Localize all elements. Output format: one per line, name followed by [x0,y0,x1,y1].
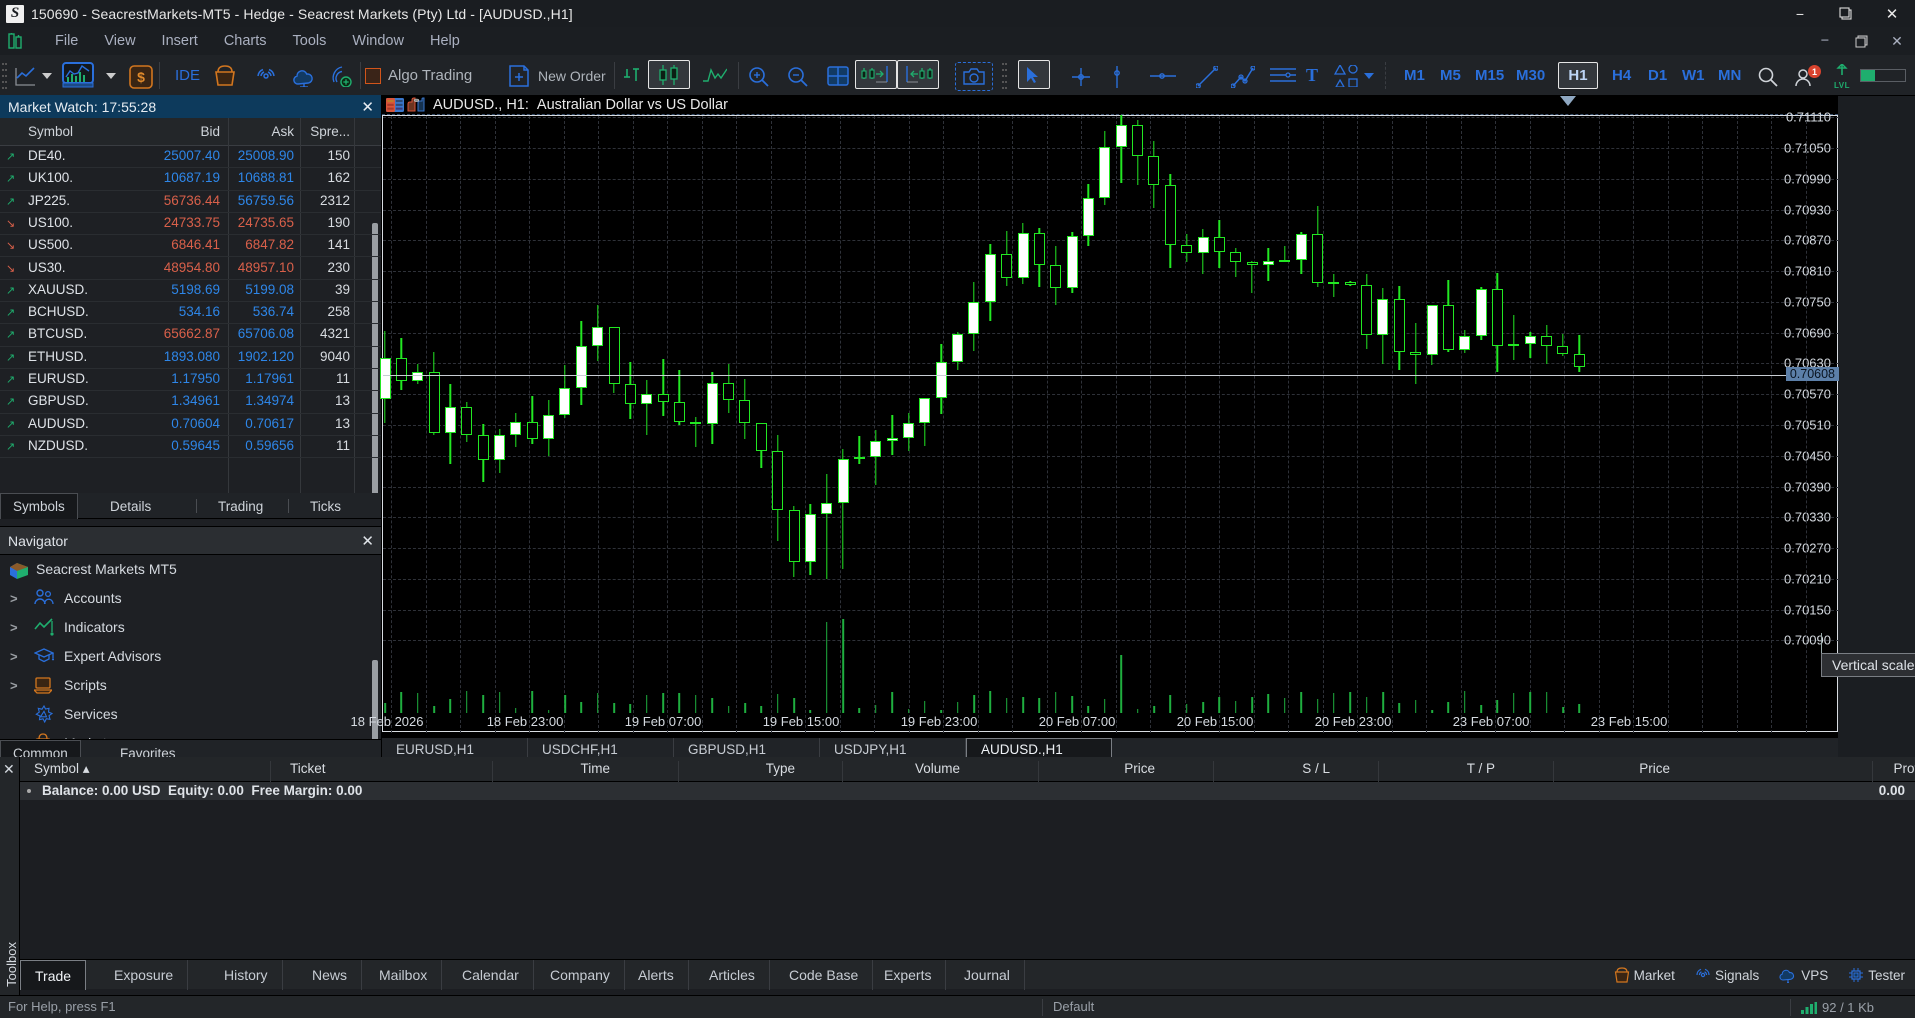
svg-text:$: $ [137,69,145,85]
